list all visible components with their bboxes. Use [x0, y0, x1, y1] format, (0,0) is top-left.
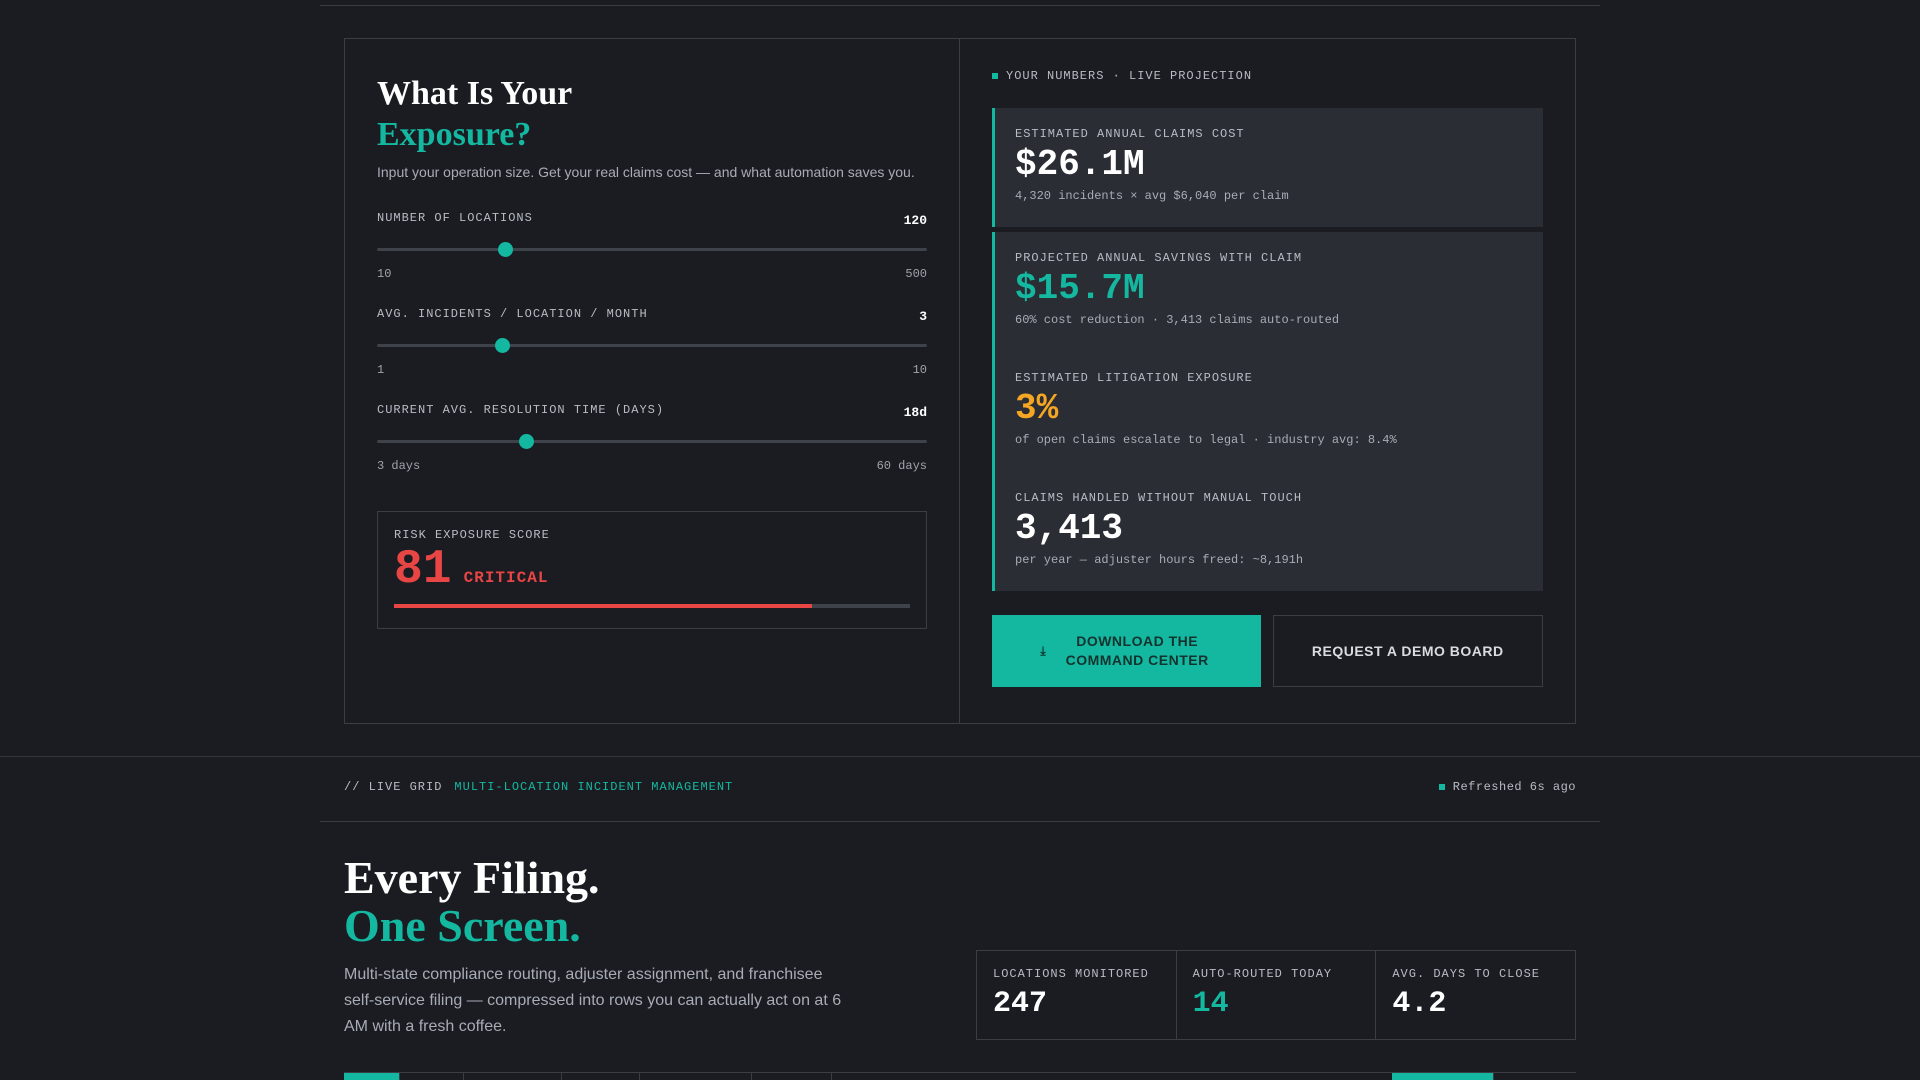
live-indicator-icon	[992, 73, 998, 79]
kpi-panel: LOCATIONS MONITORED 247 AUTO-ROUTED TODA…	[976, 950, 1576, 1040]
slider-max: 500	[905, 267, 927, 281]
projection-header-label: YOUR NUMBERS · LIVE PROJECTION	[1006, 69, 1253, 83]
risk-score: 81	[394, 543, 452, 597]
slider-value: 3	[919, 309, 927, 324]
slider-min: 1	[377, 363, 385, 377]
grid-tab[interactable]	[400, 1073, 464, 1080]
grid-tab-spacer	[832, 1073, 1392, 1080]
refresh-status: Refreshed 6s ago	[1438, 780, 1576, 794]
stat-note: per year — adjuster hours freed: ~8,191h	[1015, 553, 1304, 567]
download-icon: ⤓	[1040, 643, 1047, 658]
calculator-inputs: What Is Your Exposure? Input your operat…	[345, 39, 960, 723]
grid-tab-strip	[344, 1072, 1576, 1080]
stat-value: $15.7M	[1015, 268, 1145, 309]
slider-thumb[interactable]	[518, 434, 534, 449]
kpi-value: 4.2	[1392, 987, 1447, 1021]
kpi-locations: LOCATIONS MONITORED 247	[977, 951, 1177, 1039]
slider-track[interactable]	[377, 344, 927, 347]
calculator-title-accent: Exposure?	[377, 116, 532, 153]
slider-min: 10	[377, 267, 392, 281]
slider-resolution-time: CURRENT AVG. RESOLUTION TIME (DAYS) 18d …	[377, 403, 927, 499]
stat-label: ESTIMATED LITIGATION EXPOSURE	[1015, 371, 1253, 385]
risk-meter	[394, 604, 910, 608]
request-demo-button[interactable]: REQUEST A DEMO BOARD	[1272, 615, 1543, 687]
grid-tab[interactable]	[640, 1073, 752, 1080]
slider-track[interactable]	[377, 440, 927, 443]
stat-note: of open claims escalate to legal · indus…	[1015, 433, 1397, 447]
risk-meter-fill	[394, 604, 812, 608]
risk-level-badge: CRITICAL	[463, 569, 549, 587]
slider-label: CURRENT AVG. RESOLUTION TIME (DAYS)	[377, 403, 665, 417]
kpi-value: 247	[993, 987, 1048, 1021]
slider-thumb[interactable]	[497, 242, 513, 257]
slider-min: 3 days	[377, 459, 421, 473]
stat-note: 60% cost reduction · 3,413 claims auto-r…	[1015, 313, 1340, 327]
stat-value: 3%	[1015, 388, 1059, 429]
live-grid-bar: // LIVE GRID MULTI-LOCATION INCIDENT MAN…	[344, 780, 1576, 794]
grid-tab[interactable]	[464, 1073, 562, 1080]
kpi-days-to-close: AVG. DAYS TO CLOSE 4.2	[1376, 951, 1575, 1039]
kpi-label: LOCATIONS MONITORED	[993, 967, 1149, 981]
stat-label: ESTIMATED ANNUAL CLAIMS COST	[1015, 127, 1245, 141]
auto-handled-stat: CLAIMS HANDLED WITHOUT MANUAL TOUCH 3,41…	[1015, 491, 1523, 611]
slider-value: 18d	[903, 405, 927, 420]
calculator-subtitle: Input your operation size. Get your real…	[377, 164, 915, 180]
slider-max: 60 days	[876, 459, 927, 473]
slider-label: NUMBER OF LOCATIONS	[377, 211, 533, 225]
stat-value: 3,413	[1015, 508, 1124, 549]
slider-max: 10	[912, 363, 927, 377]
live-grid-tag: // LIVE GRID	[344, 780, 443, 794]
slider-incidents: AVG. INCIDENTS / LOCATION / MONTH 3 1 10	[377, 307, 927, 403]
grid-tab[interactable]	[562, 1073, 640, 1080]
slider-thumb[interactable]	[494, 338, 510, 353]
exposure-calculator: What Is Your Exposure? Input your operat…	[344, 38, 1576, 724]
kpi-label: AUTO-ROUTED TODAY	[1192, 967, 1333, 981]
risk-label: RISK EXPOSURE SCORE	[394, 528, 550, 542]
risk-score-panel: RISK EXPOSURE SCORE 81 CRITICAL	[377, 511, 927, 629]
claims-cost-card: ESTIMATED ANNUAL CLAIMS COST $26.1M 4,32…	[992, 108, 1543, 227]
grid-action[interactable]	[1392, 1073, 1494, 1080]
section-divider	[0, 756, 1920, 757]
stat-value: $26.1M	[1015, 144, 1145, 185]
stat-note: 4,320 incidents × avg $6,040 per claim	[1015, 189, 1289, 203]
filing-title-line2: One Screen.	[344, 900, 581, 951]
slider-track[interactable]	[377, 248, 927, 251]
grid-divider	[320, 821, 1600, 822]
refresh-status-text: Refreshed 6s ago	[1452, 780, 1576, 794]
live-grid-title: MULTI-LOCATION INCIDENT MANAGEMENT	[454, 780, 734, 794]
grid-tab[interactable]	[344, 1073, 400, 1080]
filing-title: Every Filing. One Screen.	[344, 854, 600, 950]
litigation-stat: ESTIMATED LITIGATION EXPOSURE 3% of open…	[1015, 371, 1523, 491]
kpi-value: 14	[1192, 987, 1229, 1021]
stat-label: PROJECTED ANNUAL SAVINGS WITH CLAIM	[1015, 251, 1303, 265]
savings-stat: PROJECTED ANNUAL SAVINGS WITH CLAIM $15.…	[1015, 251, 1523, 371]
slider-locations: NUMBER OF LOCATIONS 120 10 500	[377, 211, 927, 307]
kpi-auto-routed: AUTO-ROUTED TODAY 14	[1177, 951, 1377, 1039]
filing-title-line1: Every Filing.	[344, 852, 600, 903]
filing-description: Multi-state compliance routing, adjuster…	[344, 966, 842, 1035]
download-command-center-button[interactable]: ⤓ DOWNLOAD THE COMMAND CENTER	[992, 615, 1261, 687]
download-button-label: DOWNLOAD THE COMMAND CENTER	[1065, 633, 1209, 668]
grid-tab[interactable]	[752, 1073, 832, 1080]
kpi-label: AVG. DAYS TO CLOSE	[1392, 967, 1540, 981]
top-divider	[320, 5, 1600, 6]
calculator-title: What Is Your	[377, 75, 573, 112]
stat-label: CLAIMS HANDLED WITHOUT MANUAL TOUCH	[1015, 491, 1303, 505]
grid-action[interactable]	[1494, 1073, 1576, 1080]
projection-panel: YOUR NUMBERS · LIVE PROJECTION ESTIMATED…	[960, 39, 1575, 723]
slider-label: AVG. INCIDENTS / LOCATION / MONTH	[377, 307, 648, 321]
projection-header: YOUR NUMBERS · LIVE PROJECTION	[992, 69, 1543, 83]
live-status-icon	[1438, 784, 1445, 790]
savings-group-card: PROJECTED ANNUAL SAVINGS WITH CLAIM $15.…	[992, 232, 1543, 591]
slider-value: 120	[903, 213, 927, 228]
